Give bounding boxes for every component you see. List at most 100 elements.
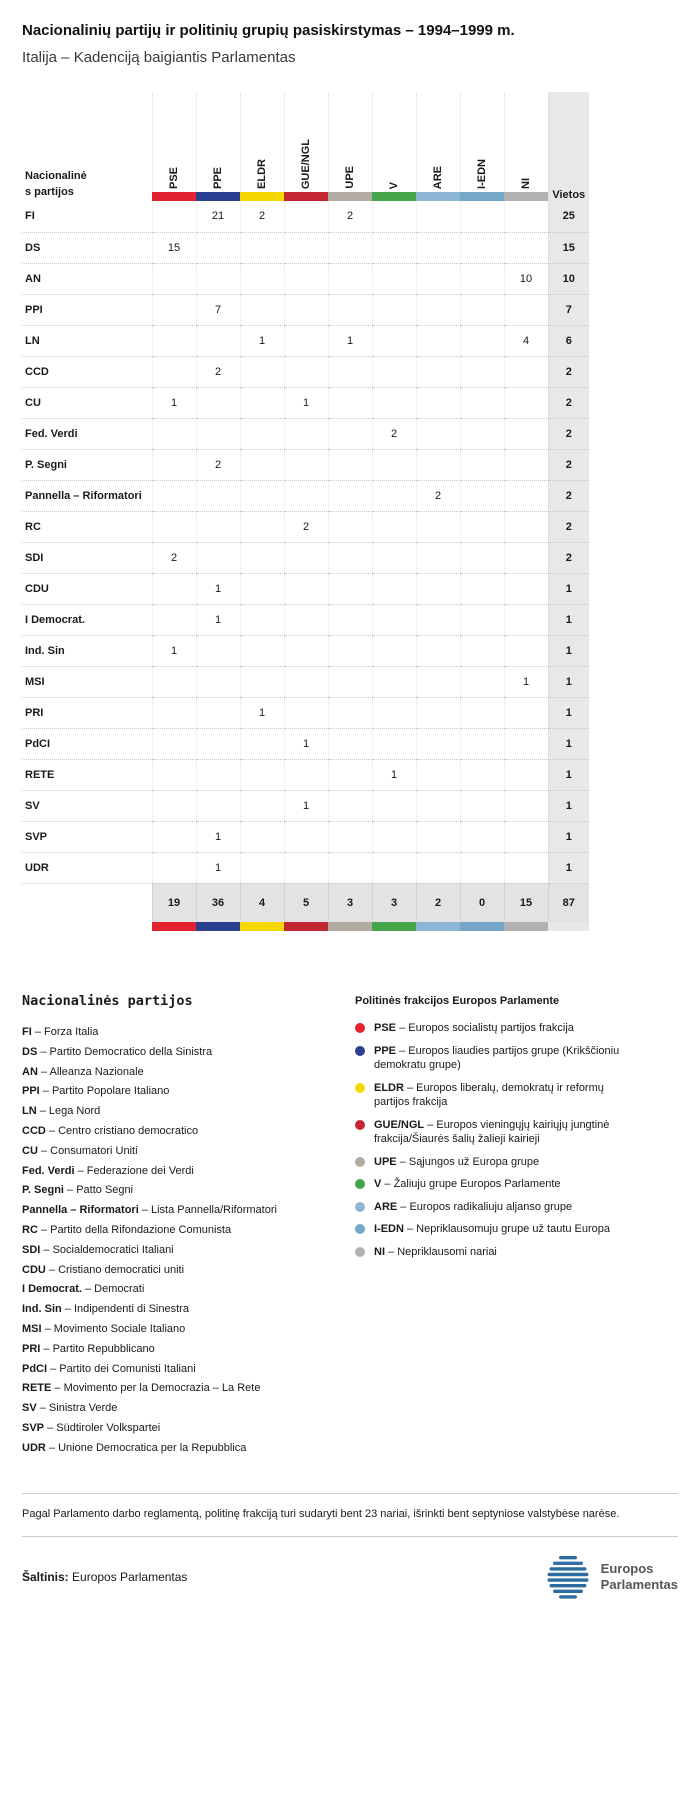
color-bar-seats: [548, 922, 589, 931]
group-legend-text: ELDR – Europos liberalų, demokratų ir re…: [374, 1081, 624, 1110]
group-legend-code: NI: [374, 1245, 385, 1258]
legend-item-name: – Partito Repubblicano: [40, 1342, 155, 1355]
seats-cell: 1: [547, 573, 589, 605]
cell-UPE: 2: [327, 201, 372, 233]
cell-GUE/NGL: [283, 821, 328, 853]
cell-V: [371, 449, 416, 481]
cell-NI: [503, 418, 548, 450]
total-V: 3: [371, 883, 416, 922]
cell-I-EDN: [459, 635, 504, 667]
group-legend-item: PSE – Europos socialistų partijos frakci…: [355, 1021, 678, 1036]
eldr-color-dot: [355, 1082, 365, 1093]
party-name: DS: [22, 232, 152, 264]
cell-NI: [503, 511, 548, 543]
seats-cell: 1: [547, 790, 589, 822]
table-row: LN 1 1 4 6: [22, 325, 589, 357]
cell-PSE: [151, 418, 196, 450]
color-bar-PSE: [152, 192, 196, 201]
cell-ARE: [415, 759, 460, 791]
cell-PSE: [151, 511, 196, 543]
legend-item-code: SVP: [22, 1421, 45, 1434]
cell-I-EDN: [459, 201, 504, 233]
party-name: PdCI: [22, 728, 152, 760]
seats-cell: 2: [547, 418, 589, 450]
seats-cell: 1: [547, 821, 589, 853]
col-header-label: UPE: [343, 166, 356, 189]
cell-GUE/NGL: [283, 604, 328, 636]
legend-item-code: PRI: [22, 1342, 41, 1355]
legend-item: DS – Partito Democratico della Sinistra: [22, 1043, 355, 1063]
cell-PPE: [195, 418, 240, 450]
legend-item-name: – Forza Italia: [31, 1026, 99, 1038]
cell-PPE: [195, 542, 240, 574]
color-bar-bottom-I-EDN: [460, 922, 504, 931]
legend-item-code: DS: [22, 1045, 38, 1058]
cell-NI: [503, 821, 548, 853]
total-seats: 87: [547, 883, 589, 922]
table-row: PdCI 1 1: [22, 728, 589, 760]
group-legend-item: PPE – Europos liaudies partijos grupe (K…: [355, 1044, 678, 1073]
seats-cell: 7: [547, 294, 589, 326]
col-header-label: GUE/NGL: [299, 138, 312, 189]
cell-ARE: [415, 294, 460, 326]
seats-cell: 1: [547, 759, 589, 791]
cell-GUE/NGL: [283, 356, 328, 388]
cell-V: [371, 790, 416, 822]
cell-V: [371, 201, 416, 233]
cell-ARE: [415, 728, 460, 760]
cell-ELDR: 1: [239, 697, 284, 729]
table-row: SDI 2 2: [22, 542, 589, 574]
group-legend-item: I-EDN – Nepriklausomuju grupe už tautu E…: [355, 1222, 678, 1237]
iedn-color-dot: [355, 1224, 365, 1234]
cell-NI: [503, 573, 548, 605]
cell-ARE: [415, 356, 460, 388]
table-row: PPI 7 7: [22, 294, 589, 326]
col-header-label: PPE: [211, 166, 224, 189]
party-name: I Democrat.: [22, 604, 152, 636]
cell-NI: [503, 201, 548, 233]
legend-item-name: – Unione Democratica per la Repubblica: [45, 1441, 247, 1454]
cell-I-EDN: [459, 697, 504, 729]
ep-logo-text-line1: Europos: [600, 1560, 654, 1576]
ep-logo-icon: [547, 1555, 589, 1599]
cell-I-EDN: [459, 232, 504, 264]
divider-top: [22, 1492, 678, 1494]
cell-I-EDN: [459, 263, 504, 295]
cell-ELDR: [239, 790, 284, 822]
col-header-seats: Vietos: [547, 92, 589, 201]
table-row: SVP 1 1: [22, 821, 589, 853]
legend-item-code: SDI: [22, 1243, 41, 1256]
cell-PSE: [151, 573, 196, 605]
table-row: MSI 1 1: [22, 666, 589, 698]
seats-cell: 2: [547, 511, 589, 543]
upe-color-dot: [355, 1156, 365, 1167]
cell-PPE: 1: [195, 852, 240, 884]
color-bar-I-EDN: [460, 192, 504, 201]
row-header-label-text: Nacionalinės partijos: [25, 170, 87, 199]
national-parties-legend-heading: Nacionalinės partijos: [22, 993, 193, 1009]
cell-ELDR: [239, 480, 284, 512]
color-bar-bottom-PPE: [196, 922, 240, 931]
cell-PSE: [151, 759, 196, 791]
table-row: P. Segni 2 2: [22, 449, 589, 481]
legend-item-name: – Lega Nord: [36, 1105, 101, 1118]
cell-I-EDN: [459, 294, 504, 326]
cell-UPE: [327, 418, 372, 450]
cell-I-EDN: [459, 728, 504, 760]
party-name: CCD: [22, 356, 152, 388]
cell-ELDR: [239, 759, 284, 791]
cell-NI: [503, 232, 548, 264]
legend-item: SDI – Socialdemocratici Italiani: [22, 1241, 355, 1261]
distribution-table: Nacionalinės partijos PSE PPE ELDR GUE/NGL UP…: [22, 92, 589, 931]
cell-ARE: [415, 604, 460, 636]
cell-GUE/NGL: [283, 542, 328, 574]
color-bar-bottom-ARE: [416, 922, 460, 931]
group-legend-name: – Europos socialistų partijos frakcija: [396, 1022, 574, 1034]
cell-PSE: [151, 263, 196, 295]
cell-ARE: [415, 232, 460, 264]
cell-UPE: [327, 728, 372, 760]
legend-item: PRI – Partito Repubblicano: [22, 1340, 355, 1360]
legend-item-code: MSI: [22, 1322, 42, 1335]
cell-ARE: [415, 449, 460, 481]
cell-PSE: 1: [151, 387, 196, 419]
